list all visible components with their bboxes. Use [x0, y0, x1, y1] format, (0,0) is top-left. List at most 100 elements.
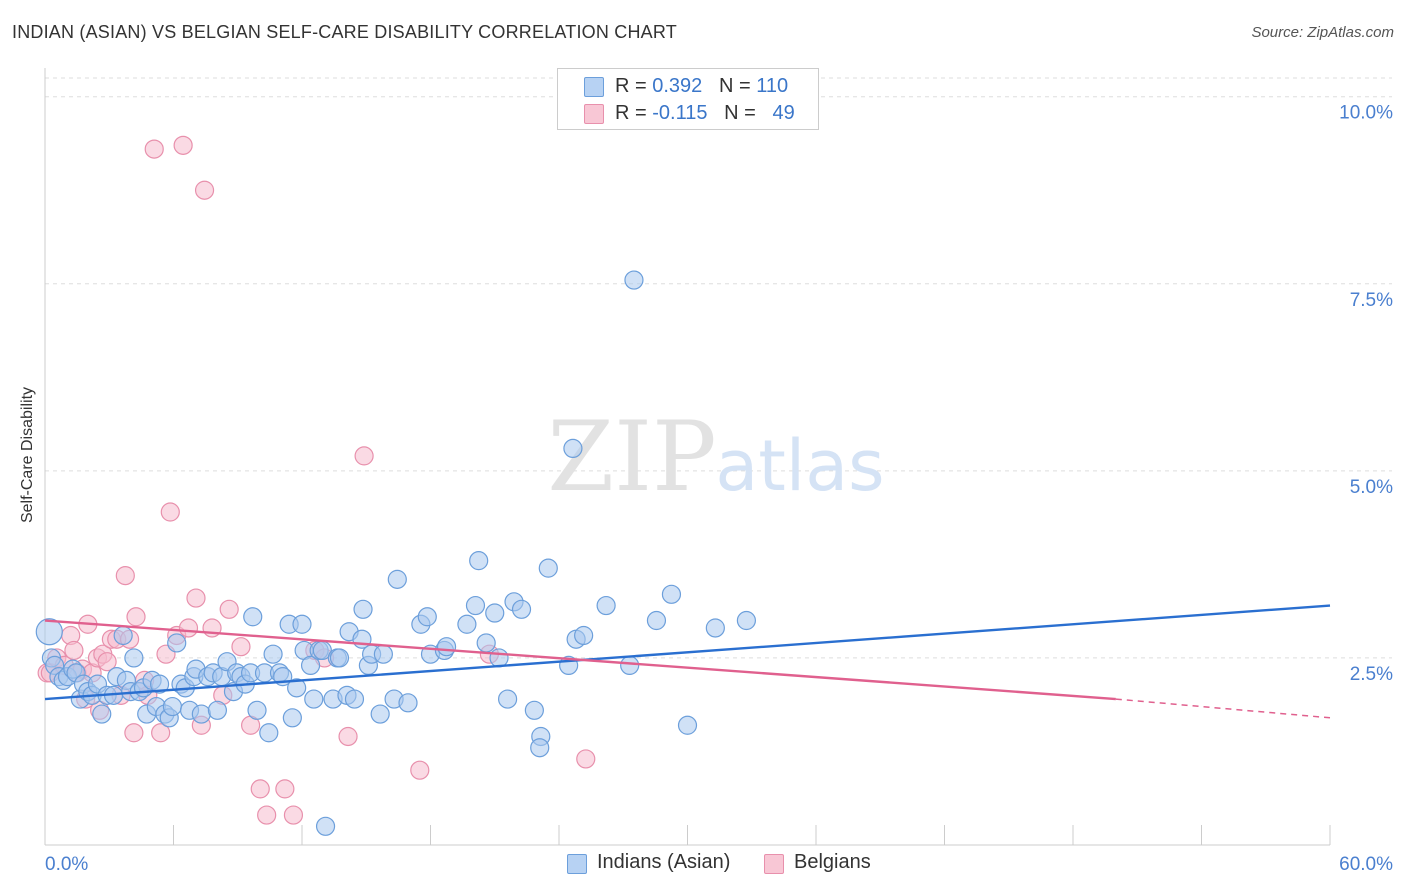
data-point [287, 678, 307, 698]
data-point [576, 749, 596, 769]
belgians-points [37, 135, 596, 825]
data-point [489, 648, 509, 668]
data-point [191, 704, 211, 724]
data-point [398, 693, 418, 713]
y-tick-label: 10.0% [1339, 103, 1393, 124]
data-point [207, 700, 228, 720]
belgians-trend-line [44, 619, 1116, 701]
data-point [315, 816, 336, 836]
data-point [511, 599, 532, 619]
legend-n-value: 110 [756, 75, 789, 97]
indians-trend-line [44, 604, 1331, 701]
data-point [736, 610, 756, 631]
data-point [344, 689, 365, 709]
data-point [485, 603, 505, 623]
data-point [113, 625, 133, 646]
watermark-atlas: atlas [715, 425, 884, 507]
correlation-legend: R = 0.392 N = 110 R = -0.115 N = 49 [557, 68, 819, 130]
data-point [173, 135, 193, 155]
data-point [35, 618, 63, 646]
data-point [282, 708, 302, 728]
legend-swatch-blue [584, 77, 604, 97]
data-point [243, 607, 263, 627]
data-point [167, 633, 187, 653]
legend-n-value: 49 [772, 102, 795, 124]
y-tick-label: 7.5% [1350, 290, 1393, 311]
gridlines [45, 77, 1392, 659]
chart-title: INDIAN (ASIAN) VS BELGIAN SELF-CARE DISA… [12, 22, 677, 42]
data-point [563, 438, 583, 459]
data-point [263, 644, 283, 664]
data-point [292, 614, 312, 634]
data-point [596, 595, 616, 616]
data-point [151, 723, 171, 743]
trend-lines [44, 604, 1331, 719]
legend-r-value: 0.392 [652, 75, 703, 97]
data-point [338, 726, 358, 747]
data-point [624, 270, 644, 290]
data-point [524, 700, 544, 720]
data-point [124, 723, 144, 743]
watermark: ZIP atlas [547, 401, 884, 513]
data-point [436, 637, 457, 657]
legend-r-label: R = [615, 102, 653, 124]
data-point [250, 779, 270, 799]
indians-asian-points [35, 270, 756, 836]
data-point [124, 648, 144, 668]
data-point [620, 655, 640, 676]
legend-r-label: R = [615, 75, 653, 97]
data-point [231, 637, 251, 657]
data-point [457, 614, 477, 634]
data-point [387, 569, 407, 589]
data-point [126, 607, 146, 627]
data-point [370, 704, 390, 724]
legend-n-label: N = [724, 102, 762, 124]
data-point [275, 779, 295, 799]
data-point [300, 655, 321, 676]
y-tick-label: 5.0% [1350, 477, 1393, 498]
data-point [498, 689, 518, 709]
data-point [646, 610, 667, 631]
data-point [64, 640, 84, 661]
data-point [149, 674, 170, 694]
data-point [538, 558, 558, 578]
data-point [354, 446, 374, 466]
data-point [373, 644, 393, 664]
data-point [283, 805, 304, 825]
data-point [186, 588, 206, 608]
data-point [469, 551, 489, 571]
legend-swatch-blue [567, 854, 587, 874]
data-point [115, 566, 135, 586]
legend-swatch-pink [764, 854, 784, 874]
data-point [530, 738, 550, 758]
data-point [257, 805, 277, 825]
data-point [661, 584, 682, 604]
y-tick-label: 2.5% [1350, 664, 1393, 685]
data-point [162, 696, 183, 717]
data-point [219, 599, 239, 619]
data-point [247, 700, 267, 720]
data-point [465, 595, 486, 616]
data-point [410, 760, 430, 780]
data-point [92, 704, 112, 724]
data-point [178, 618, 199, 638]
x-tick-label-min: 0.0% [45, 854, 88, 875]
x-tick-label-max: 60.0% [1339, 854, 1393, 875]
data-point [304, 689, 324, 709]
data-point [677, 715, 698, 735]
source-credit: Source: ZipAtlas.com [1251, 24, 1394, 41]
data-point [259, 723, 279, 743]
data-point [144, 139, 164, 159]
tick-labels: 2.5% 5.0% 7.5% 10.0% 0.0% 60.0% [45, 103, 1393, 875]
belgians-trend-extension [1115, 698, 1331, 719]
data-point [476, 633, 496, 653]
data-point [705, 618, 725, 638]
legend-swatch-pink [584, 104, 604, 124]
legend-r-value: -0.115 [652, 102, 708, 124]
axes [44, 68, 1331, 846]
data-point [574, 625, 594, 646]
data-point [329, 648, 350, 668]
data-point [160, 502, 180, 522]
data-point [194, 180, 215, 200]
